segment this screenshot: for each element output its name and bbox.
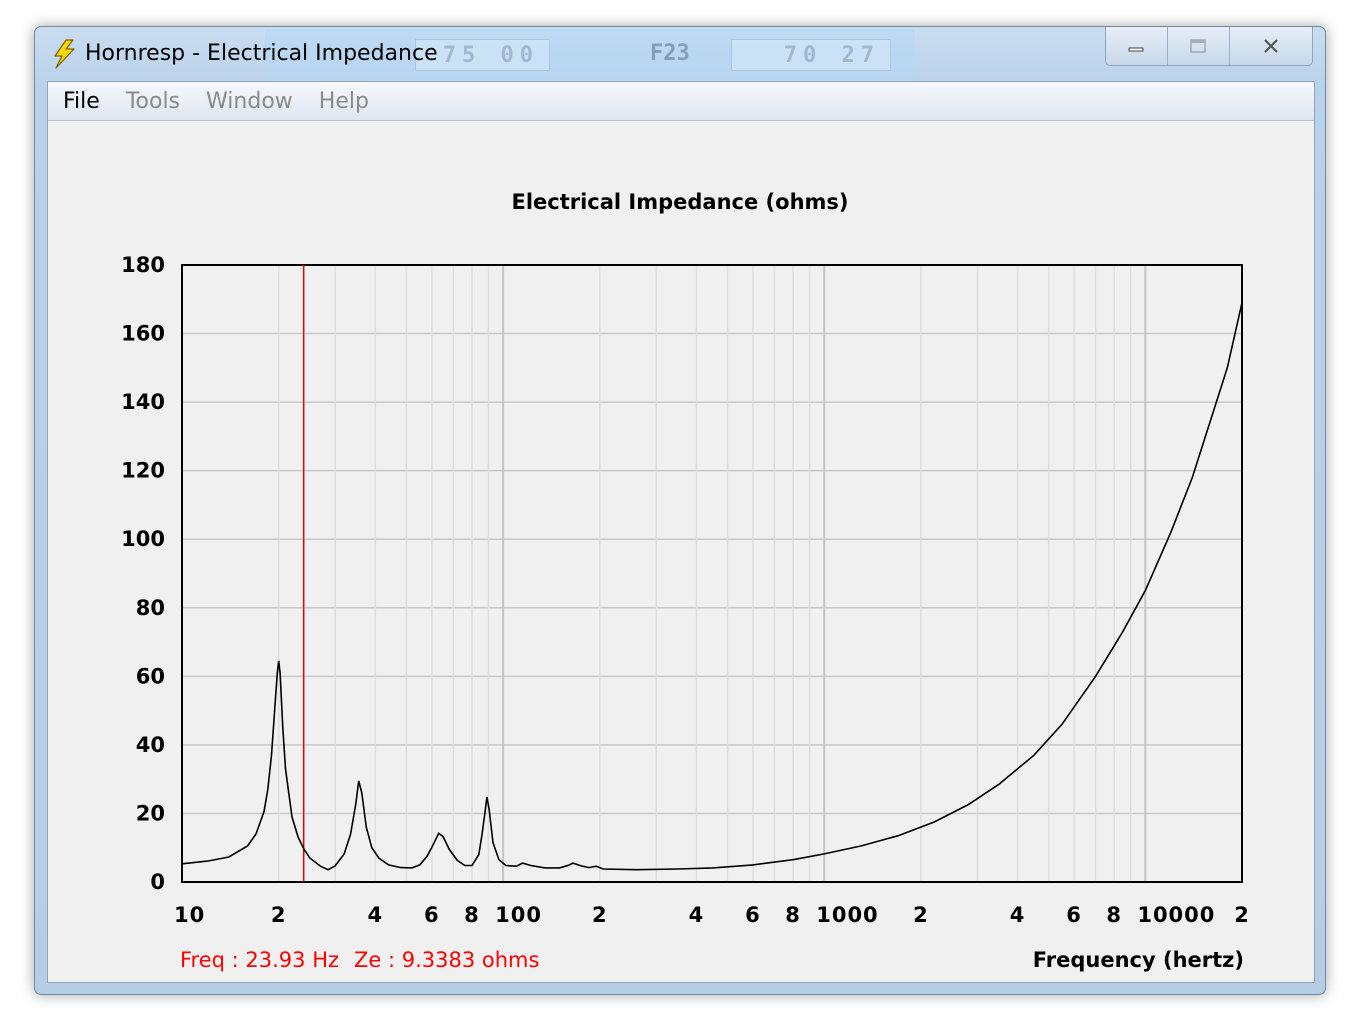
y-tick-label: 60 xyxy=(136,664,165,688)
y-tick-label: 40 xyxy=(136,733,165,757)
x-tick-label: 6 xyxy=(1066,903,1082,927)
freq-readout: Freq : 23.93 Hz xyxy=(180,948,339,972)
x-tick-label: 8 xyxy=(1106,903,1122,927)
window-controls xyxy=(1105,27,1313,66)
y-tick-label: 180 xyxy=(121,253,165,277)
x-tick-label: 2 xyxy=(271,903,287,927)
ze-readout: Ze : 9.3383 ohms xyxy=(354,948,539,972)
background-label: F23 xyxy=(650,41,690,66)
x-tick-label: 8 xyxy=(464,903,480,927)
x-tick-label: 100 xyxy=(495,903,542,927)
x-axis-label: Frequency (hertz) xyxy=(1033,948,1244,972)
y-tick-label: 120 xyxy=(121,459,165,483)
chart-title: Electrical Impedance (ohms) xyxy=(511,190,848,214)
background-field-left: 75 00 xyxy=(415,39,550,71)
y-tick-label: 100 xyxy=(121,527,165,551)
y-tick-label: 0 xyxy=(150,870,165,894)
x-tick-label: 2 xyxy=(913,903,929,927)
maximize-icon xyxy=(1190,39,1207,53)
lightning-icon[interactable] xyxy=(49,39,79,69)
y-axis-ticks: 0 20 40 60 80 100 120 140 160 180 xyxy=(121,253,165,894)
menu-tools[interactable]: Tools xyxy=(125,88,181,114)
plot-frame xyxy=(181,264,1243,883)
y-tick-label: 80 xyxy=(136,596,165,620)
minimize-button[interactable] xyxy=(1106,27,1168,65)
hornresp-window: 75 00 F23 70 27 Hornresp - Electrical Im… xyxy=(34,26,1326,995)
y-tick-label: 140 xyxy=(121,390,165,414)
y-tick-label: 20 xyxy=(136,801,165,825)
close-icon xyxy=(1264,39,1278,53)
background-app-overlay: 75 00 F23 70 27 xyxy=(265,29,915,81)
chart-grid xyxy=(182,265,1242,882)
x-tick-label: 4 xyxy=(1010,903,1026,927)
x-tick-label: 4 xyxy=(368,903,384,927)
title-bar[interactable]: 75 00 F23 70 27 Hornresp - Electrical Im… xyxy=(35,27,1325,81)
y-tick-label: 160 xyxy=(121,322,165,346)
client-area: File Tools Window Help 0 20 40 60 80 100 120 14… xyxy=(47,81,1315,983)
x-tick-label: 10000 xyxy=(1137,903,1215,927)
x-tick-label: 10 xyxy=(174,903,205,927)
x-axis-ticks: 10 2 4 6 8 100 2 4 6 8 1000 2 4 6 8 10000 2 xyxy=(174,903,1250,927)
x-tick-label: 2 xyxy=(1234,903,1250,927)
maximize-button[interactable] xyxy=(1168,27,1230,65)
menu-help[interactable]: Help xyxy=(318,88,369,114)
window-title: Hornresp - Electrical Impedance xyxy=(85,41,438,66)
menu-window[interactable]: Window xyxy=(206,88,293,114)
menu-bar: File Tools Window Help xyxy=(48,82,1314,121)
x-tick-label: 2 xyxy=(592,903,608,927)
close-button[interactable] xyxy=(1230,27,1312,65)
x-tick-label: 6 xyxy=(745,903,761,927)
x-tick-label: 1000 xyxy=(816,903,878,927)
menu-file[interactable]: File xyxy=(63,88,100,114)
impedance-curve xyxy=(181,302,1243,871)
background-field-right: 70 27 xyxy=(731,39,891,71)
minimize-icon xyxy=(1128,47,1144,52)
x-tick-label: 4 xyxy=(689,903,705,927)
x-tick-label: 6 xyxy=(424,903,440,927)
x-tick-label: 8 xyxy=(785,903,801,927)
